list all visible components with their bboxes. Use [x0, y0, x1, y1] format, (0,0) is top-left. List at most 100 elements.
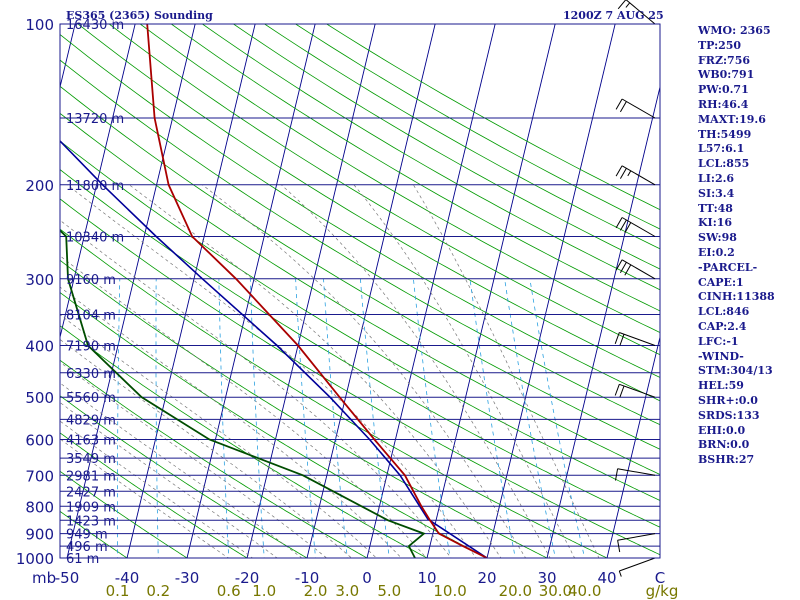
stat-line: CINH:11388	[698, 290, 775, 304]
stat-line: TH:5499	[698, 127, 752, 141]
wind-barb-staff	[617, 468, 656, 476]
mixing-ratio-tick-label: 1.0	[252, 582, 276, 600]
stat-line: TP:250	[698, 38, 742, 52]
moist-adiabat-line	[60, 219, 452, 558]
mixing-ratio-tick-label: 0.6	[217, 582, 241, 600]
wind-barb-half-flag	[627, 170, 632, 177]
isotherm-lines	[60, 24, 660, 558]
moist-adiabat-line	[60, 255, 427, 558]
temperature-tick-label: 10	[417, 569, 436, 587]
isotherm-line	[126, 24, 256, 558]
wind-barb-flag	[615, 165, 623, 177]
moist-adiabat-lines	[60, 184, 600, 558]
height-label: 16430 m	[66, 18, 124, 33]
wind-barb-flag	[619, 168, 627, 179]
isotherm-line	[546, 85, 660, 558]
height-label: 13720 m	[66, 112, 124, 127]
wind-barb-staff	[625, 0, 656, 25]
dry-adiabat-line	[60, 228, 608, 558]
dry-adiabat-line	[170, 24, 660, 312]
stat-line: SI:3.4	[698, 186, 735, 200]
pressure-tick-label: 400	[25, 338, 54, 356]
dry-adiabat-line	[60, 325, 428, 558]
stat-line: RH:46.4	[698, 97, 749, 111]
pressure-tick-label: 600	[25, 432, 54, 450]
chart-datetime: 1200Z 7 AUG 25	[563, 9, 664, 22]
wind-barb	[615, 217, 656, 237]
wind-barb-flag	[619, 262, 627, 273]
wind-barb-flag	[615, 98, 623, 110]
dry-adiabat-line	[60, 432, 248, 558]
stat-line: LI:2.6	[698, 171, 735, 185]
height-label: 949 m	[66, 528, 108, 543]
stat-line: STM:304/13	[698, 364, 773, 378]
wind-barb-half-flag	[618, 570, 622, 577]
isotherm-line	[606, 335, 660, 558]
height-label: 8104 m	[66, 309, 116, 324]
stat-line: SRDS:133	[698, 408, 760, 422]
dry-adiabat-line	[60, 259, 548, 558]
wind-barb	[618, 557, 656, 577]
mixing-ratio-line	[413, 278, 451, 558]
dry-adiabat-line	[60, 198, 660, 556]
height-label: 1909 m	[66, 500, 116, 515]
wind-barb-flag	[617, 540, 621, 553]
wind-barb	[617, 533, 656, 553]
plot-frame	[59, 23, 661, 559]
dry-adiabat-lines	[60, 24, 660, 558]
dry-adiabat-line	[60, 85, 660, 450]
pressure-tick-label: 100	[25, 16, 54, 34]
wind-barb-flag	[614, 384, 620, 396]
stat-line: WB0:791	[698, 68, 755, 82]
pressure-tick-label: 200	[25, 177, 54, 195]
wind-barb-flag	[619, 101, 627, 113]
height-label: 4163 m	[66, 434, 116, 449]
dry-adiabat-line	[60, 470, 188, 558]
dry-adiabat-line	[60, 59, 660, 426]
dry-adiabat-line	[232, 24, 660, 270]
stat-line: L57:6.1	[698, 142, 745, 156]
axis-labels: 0.1 0.2 0.6 1.0 2.0 3.0 5.0 10.0 20.0 30.040.0 g/k…	[16, 16, 679, 600]
height-label: 2981 m	[66, 469, 116, 484]
dry-adiabat-line	[139, 24, 660, 333]
isotherm-line	[66, 24, 196, 558]
stat-line: -PARCEL-	[698, 260, 758, 274]
mixing-ratio-lines	[117, 278, 586, 558]
moist-adiabat-line	[281, 184, 551, 558]
mixing-ratio-line	[504, 278, 556, 558]
height-label: 7190 m	[66, 340, 116, 355]
mixing-ratio-line	[323, 278, 348, 558]
moist-adiabat-line	[60, 361, 328, 558]
temperature-tick-label: 40	[597, 569, 616, 587]
isotherm-line	[486, 24, 616, 558]
temperature-tick-label: -50	[55, 569, 80, 587]
stat-line: HEL:59	[698, 379, 744, 393]
temperature-tick-label: 30	[537, 569, 556, 587]
isotherm-line	[306, 24, 436, 558]
pressure-tick-label: 900	[25, 526, 54, 544]
temperature-tick-label: C	[655, 569, 665, 587]
height-label: 5560 m	[66, 391, 116, 406]
height-label: 3549 m	[66, 452, 116, 467]
parcel-trace	[60, 139, 488, 558]
mixing-ratio-tick-label: 2.0	[304, 582, 328, 600]
sounding-traces	[60, 24, 488, 558]
mixing-ratio-line	[360, 278, 390, 558]
stat-line: BRN:0.0	[698, 438, 750, 452]
dry-adiabat-line	[77, 24, 660, 378]
stat-line: -WIND-	[698, 349, 744, 363]
mixing-ratio-tick-label: 0.2	[146, 582, 170, 600]
pressure-tick-label: 800	[25, 498, 54, 516]
wind-barb-staff	[621, 98, 656, 119]
isotherm-line	[186, 24, 316, 558]
temperature-tick-label: -30	[175, 569, 200, 587]
temperature-tick-label: 20	[477, 569, 496, 587]
dry-adiabat-line	[201, 24, 660, 291]
height-label: 496 m	[66, 540, 108, 555]
moist-adiabat-line	[353, 184, 575, 558]
wind-barb-staff	[619, 383, 656, 398]
wind-barb-flag	[615, 468, 619, 481]
isotherm-line	[426, 24, 556, 558]
mixing-ratio-tick-label: 10.0	[433, 582, 466, 600]
